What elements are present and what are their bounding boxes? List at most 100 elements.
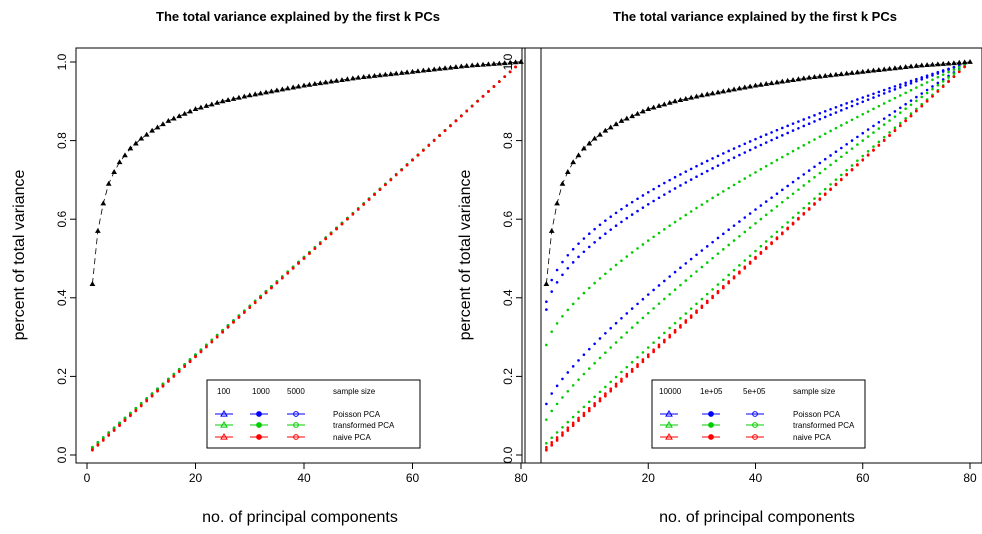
point (620, 259, 623, 262)
reference-point (709, 90, 716, 96)
point (620, 220, 623, 224)
point (866, 98, 870, 101)
y-tick-label-0: 0.0 (501, 446, 515, 463)
point (936, 83, 940, 87)
point (705, 301, 709, 305)
point (898, 121, 902, 125)
point (818, 111, 822, 115)
point (727, 158, 730, 162)
point (571, 247, 575, 251)
reference-point (875, 67, 882, 72)
point (786, 221, 789, 224)
point (845, 151, 848, 154)
reference-point (485, 61, 492, 67)
point (118, 424, 121, 428)
point (813, 165, 816, 169)
point (786, 131, 789, 135)
point (716, 236, 720, 240)
point (898, 124, 902, 128)
point (593, 395, 596, 399)
reference-point (591, 135, 598, 141)
x-tick-label-2: 40 (297, 471, 311, 485)
point (291, 267, 295, 270)
point (754, 146, 757, 149)
reference-curve (89, 59, 524, 286)
point (786, 184, 789, 188)
point (356, 208, 360, 211)
point (248, 306, 252, 310)
point (823, 187, 827, 191)
point (604, 394, 607, 398)
reference-point (843, 70, 850, 76)
point (781, 126, 784, 130)
point (840, 103, 843, 107)
point (630, 200, 634, 204)
point (550, 444, 554, 447)
right-legend-size-header: sample size (793, 387, 836, 396)
point (663, 331, 666, 335)
point (781, 188, 784, 192)
point (893, 96, 897, 100)
point (904, 91, 907, 95)
x-tick-label-3: 60 (406, 471, 420, 485)
point (112, 429, 116, 432)
point (673, 288, 677, 292)
point (963, 65, 966, 69)
point (636, 209, 639, 213)
point (663, 228, 666, 231)
reference-point (453, 64, 459, 70)
point (582, 291, 586, 295)
point (947, 80, 950, 83)
point (872, 124, 875, 128)
reference-point (854, 69, 861, 75)
point (593, 404, 596, 408)
left-data-marks (89, 59, 524, 452)
point (866, 110, 870, 113)
point (264, 291, 268, 295)
point (657, 284, 661, 287)
reference-point (822, 72, 829, 78)
y-tick-label-5: 1.0 (501, 53, 515, 70)
point (679, 184, 682, 187)
point (281, 276, 284, 280)
point (711, 296, 714, 300)
point (673, 270, 677, 274)
reference-point (507, 59, 514, 65)
point (759, 143, 763, 147)
point (764, 213, 768, 217)
point (587, 367, 591, 370)
point (625, 204, 629, 207)
right-plot-frame (521, 47, 982, 464)
point (470, 104, 474, 108)
point (941, 78, 945, 81)
point (689, 167, 693, 171)
reference-point (629, 113, 636, 119)
point (898, 83, 902, 86)
left-legend-method-poisson: Poisson PCA (333, 410, 381, 419)
right-legend-size-1: 10000 (659, 387, 682, 396)
point (582, 411, 586, 415)
point (577, 255, 580, 259)
point (764, 141, 768, 144)
x-tick-label-3: 80 (963, 471, 977, 485)
point (732, 224, 736, 227)
point (492, 85, 496, 88)
reference-point (154, 124, 161, 130)
point (957, 65, 961, 69)
point (598, 390, 602, 394)
reference-point (274, 87, 280, 93)
reference-point (618, 117, 625, 123)
left-axes: 0.0 0.2 0.4 0.6 0.8 1.0 0 20 40 60 80 (55, 53, 528, 485)
reference-point (366, 73, 372, 79)
point (915, 107, 918, 111)
point (641, 194, 645, 197)
point (770, 131, 773, 134)
point (555, 402, 559, 406)
point (840, 173, 843, 177)
reference-point (559, 180, 566, 186)
point (566, 266, 570, 270)
point (561, 377, 564, 381)
point (834, 183, 838, 187)
series-0 (545, 60, 972, 406)
point (781, 155, 784, 159)
